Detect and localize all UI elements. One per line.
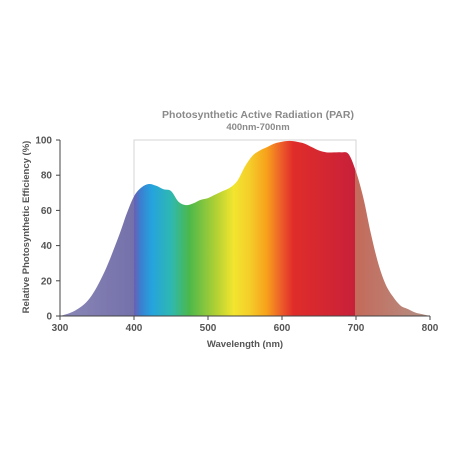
chart-subtitle: 400nm-700nm	[226, 122, 289, 133]
y-tick-label: 60	[41, 206, 53, 217]
y-axis: 0 20 40 60 80 100	[35, 136, 61, 323]
spectrum-area	[60, 140, 430, 316]
y-tick-label: 20	[41, 276, 53, 287]
x-tick-label: 700	[348, 323, 365, 334]
chart-title: Photosynthetic Active Radiation (PAR)	[162, 109, 354, 121]
x-axis-label: Wavelength (nm)	[207, 339, 283, 350]
y-tick-label: 80	[41, 171, 53, 182]
far-red-region-area	[355, 168, 430, 316]
uv-region-area	[60, 196, 134, 316]
x-tick-label: 600	[274, 323, 291, 334]
y-tick-label: 40	[41, 241, 53, 252]
x-tick-label: 500	[200, 323, 217, 334]
y-tick-label: 0	[46, 312, 52, 323]
par-region-area	[134, 140, 355, 316]
x-tick-label: 400	[126, 323, 143, 334]
y-axis-label: Relative Photosynthetic Efficiency (%)	[21, 141, 32, 314]
x-axis: 300 400 500 600 700 800	[52, 315, 439, 334]
x-tick-label: 300	[52, 323, 69, 334]
x-tick-label: 800	[422, 323, 439, 334]
y-tick-label: 100	[35, 136, 52, 147]
